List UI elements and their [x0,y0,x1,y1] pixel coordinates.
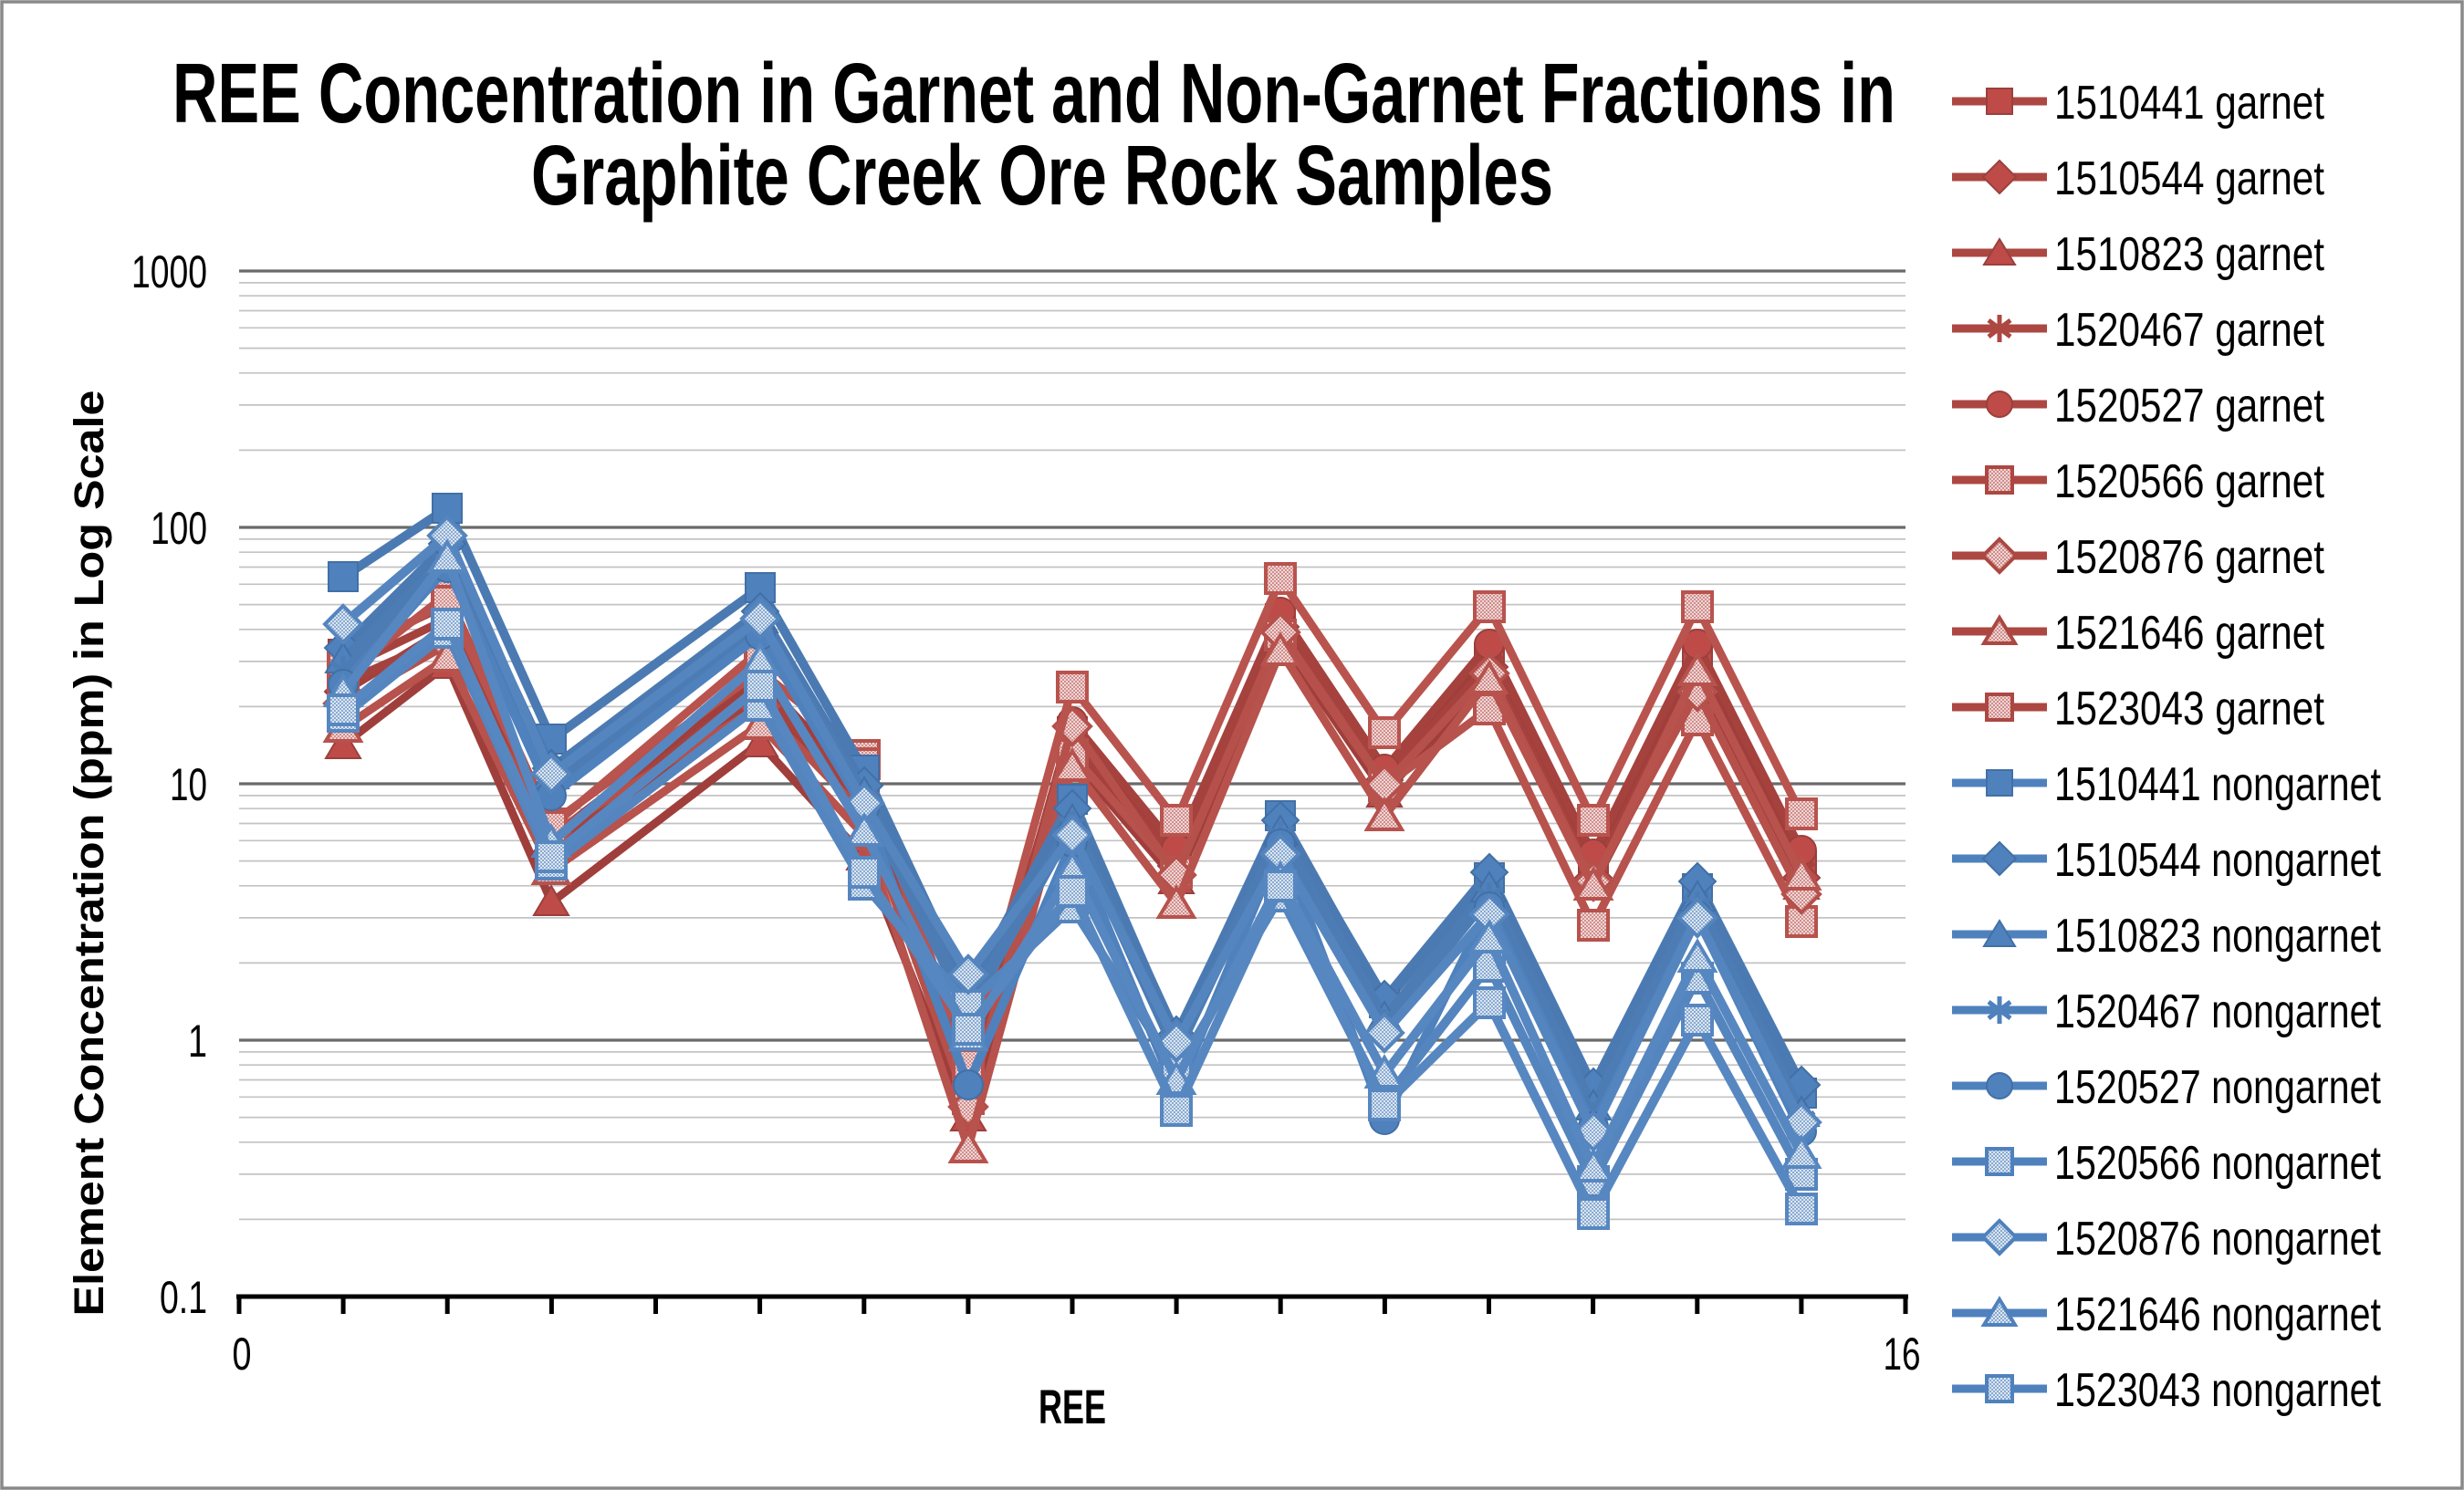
svg-text:10: 10 [170,759,207,810]
svg-text:1520527 garnet: 1520527 garnet [2054,380,2324,432]
svg-text:1520566 nongarnet: 1520566 nongarnet [2054,1137,2381,1190]
svg-text:0.1: 0.1 [160,1272,207,1323]
svg-text:100: 100 [151,503,207,554]
svg-text:1523043 garnet: 1523043 garnet [2054,682,2324,735]
svg-text:1510441 nongarnet: 1510441 nongarnet [2054,758,2381,811]
svg-text:REE Concentration in Garnet an: REE Concentration in Garnet and Non-Garn… [172,46,1895,141]
svg-text:1510823 garnet: 1510823 garnet [2054,228,2324,281]
svg-text:1520527 nongarnet: 1520527 nongarnet [2054,1061,2381,1114]
svg-text:Element Concentration (ppm) in: Element Concentration (ppm) in Log Scale [66,390,112,1316]
svg-text:1000: 1000 [131,246,207,297]
svg-text:1521646 nongarnet: 1521646 nongarnet [2054,1288,2381,1341]
svg-text:1520876 garnet: 1520876 garnet [2054,531,2324,584]
svg-text:1520467 nongarnet: 1520467 nongarnet [2054,985,2381,1038]
svg-text:1520566 garnet: 1520566 garnet [2054,455,2324,508]
svg-text:1510544 garnet: 1510544 garnet [2054,152,2324,205]
svg-text:1510823 nongarnet: 1510823 nongarnet [2054,910,2381,963]
svg-text:16: 16 [1884,1328,1921,1380]
svg-text:Graphite Creek Ore Rock Sample: Graphite Creek Ore Rock Samples [531,128,1553,223]
svg-text:1510441 garnet: 1510441 garnet [2054,77,2324,130]
svg-text:REE: REE [1039,1381,1106,1434]
svg-text:1520876 nongarnet: 1520876 nongarnet [2054,1213,2381,1266]
svg-text:0: 0 [233,1328,252,1380]
svg-text:1: 1 [188,1016,207,1067]
svg-text:1523043 nongarnet: 1523043 nongarnet [2054,1364,2381,1417]
svg-text:1521646 garnet: 1521646 garnet [2054,607,2324,660]
svg-text:1510544 nongarnet: 1510544 nongarnet [2054,834,2381,887]
svg-text:1520467 garnet: 1520467 garnet [2054,304,2324,357]
